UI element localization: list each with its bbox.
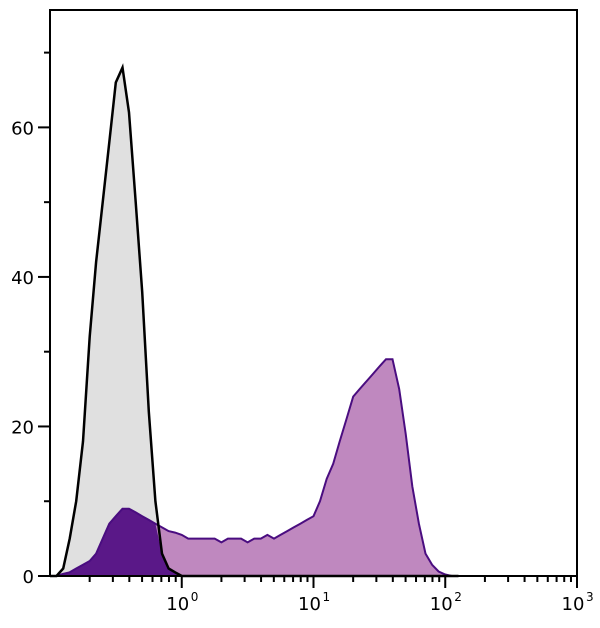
y-tick-label: 0 bbox=[23, 567, 34, 588]
x-tick-exponent: 3 bbox=[586, 590, 594, 604]
y-tick-label: 20 bbox=[11, 417, 34, 438]
series-0-fill bbox=[50, 67, 459, 576]
y-tick-label: 60 bbox=[11, 118, 34, 139]
y-tick-label: 40 bbox=[11, 268, 34, 289]
x-tick-exponent: 1 bbox=[323, 590, 331, 604]
plot-area bbox=[50, 63, 459, 578]
x-tick-exponent: 0 bbox=[191, 590, 199, 604]
overlap-fill bbox=[50, 508, 459, 576]
x-tick-label: 10 bbox=[430, 594, 453, 615]
series-1-fill bbox=[50, 359, 459, 576]
series-1-line bbox=[50, 358, 459, 577]
x-tick-label: 10 bbox=[166, 594, 189, 615]
x-tick-exponent: 2 bbox=[454, 590, 462, 604]
x-tick-label: 10 bbox=[298, 594, 321, 615]
x-tick-label: 10 bbox=[562, 594, 585, 615]
